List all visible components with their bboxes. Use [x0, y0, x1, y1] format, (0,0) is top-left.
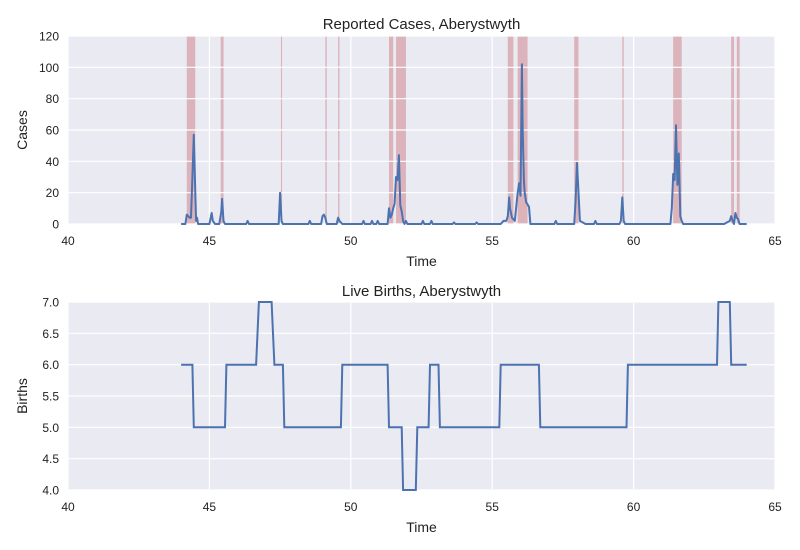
cases-x-ticks: 40 45 50 55 60 65	[61, 234, 782, 248]
births-y-ticks: 4.0 4.5 5.0 5.5 6.0 6.5 7.0	[42, 296, 59, 498]
cases-title: Reported Cases, Aberystwyth	[323, 16, 521, 33]
x-tick-label: 65	[768, 500, 782, 514]
cases-series-line	[181, 63, 747, 225]
births-x-ticks: 40 45 50 55 60 65	[61, 500, 782, 514]
x-tick-label: 50	[344, 234, 358, 248]
x-tick-label: 45	[203, 500, 217, 514]
births-title: Live Births, Aberystwyth	[342, 283, 501, 300]
x-tick-label: 40	[61, 234, 75, 248]
x-tick-label: 65	[768, 234, 782, 248]
y-tick-label: 60	[46, 124, 60, 138]
births-chart: 4.0 4.5 5.0 5.5 6.0 6.5 7.0 40 45 50 55 60 65 Live …	[14, 283, 782, 535]
y-tick-label: 120	[39, 30, 59, 44]
births-y-label: Births	[14, 378, 30, 414]
y-tick-label: 6.5	[42, 327, 59, 341]
cases-chart: 0 20 40 60 80 100 120 40 45 50 55 60 65 Reported Ca…	[14, 16, 782, 269]
x-tick-label: 55	[486, 234, 500, 248]
x-tick-label: 45	[203, 234, 217, 248]
y-tick-label: 4.5	[42, 452, 59, 466]
y-tick-label: 7.0	[42, 296, 59, 310]
x-tick-label: 40	[61, 500, 75, 514]
x-tick-label: 60	[627, 500, 641, 514]
y-tick-label: 20	[46, 186, 60, 200]
x-tick-label: 60	[627, 234, 641, 248]
births-series-line	[181, 301, 747, 491]
y-tick-label: 40	[46, 155, 60, 169]
cases-x-label: Time	[406, 253, 437, 269]
y-tick-label: 80	[46, 92, 60, 106]
y-tick-label: 5.5	[42, 390, 59, 404]
x-tick-label: 50	[344, 500, 358, 514]
cases-y-ticks: 0 20 40 60 80 100 120	[39, 30, 59, 232]
cases-y-label: Cases	[14, 110, 30, 150]
births-x-label: Time	[406, 519, 437, 535]
x-tick-label: 55	[486, 500, 500, 514]
y-tick-label: 100	[39, 61, 59, 75]
y-tick-label: 6.0	[42, 358, 59, 372]
y-tick-label: 4.0	[42, 484, 59, 498]
y-tick-label: 0	[52, 218, 59, 232]
y-tick-label: 5.0	[42, 421, 59, 435]
